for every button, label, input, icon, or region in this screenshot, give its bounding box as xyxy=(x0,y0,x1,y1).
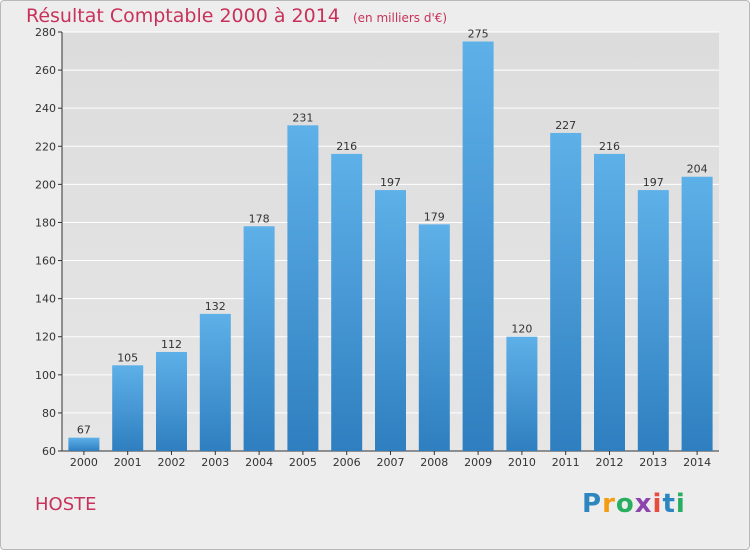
y-tick-label: 160 xyxy=(35,255,56,268)
x-tick-label: 2002 xyxy=(158,456,186,469)
title-row: Résultat Comptable 2000 à 2014 (en milli… xyxy=(26,5,447,27)
bar-value-label: 216 xyxy=(336,140,357,153)
x-tick-label: 2012 xyxy=(596,456,624,469)
y-tick-label: 220 xyxy=(35,140,56,153)
y-tick-label: 80 xyxy=(42,407,56,420)
bar xyxy=(287,125,319,451)
bar-value-label: 178 xyxy=(249,212,270,225)
x-tick-label: 2007 xyxy=(377,456,405,469)
x-tick-label: 2010 xyxy=(508,456,536,469)
y-tick-label: 120 xyxy=(35,331,56,344)
bar-value-label: 112 xyxy=(161,338,182,351)
y-tick-label: 140 xyxy=(35,293,56,306)
bar-value-label: 120 xyxy=(511,323,532,336)
bar xyxy=(199,313,231,451)
bar xyxy=(506,336,538,451)
bar-value-label: 216 xyxy=(599,140,620,153)
x-tick-label: 2008 xyxy=(420,456,448,469)
bar-value-label: 204 xyxy=(687,163,708,176)
x-tick-label: 2005 xyxy=(289,456,317,469)
x-tick-label: 2004 xyxy=(245,456,273,469)
x-tick-label: 2014 xyxy=(683,456,711,469)
y-tick-label: 240 xyxy=(35,102,56,115)
bar-value-label: 67 xyxy=(77,424,91,437)
y-tick-label: 100 xyxy=(35,369,56,382)
bar-value-label: 105 xyxy=(117,351,138,364)
y-tick-label: 260 xyxy=(35,64,56,77)
bar xyxy=(681,176,713,451)
y-tick-label: 60 xyxy=(42,445,56,458)
x-tick-label: 2001 xyxy=(114,456,142,469)
bar xyxy=(68,437,100,451)
bar xyxy=(375,190,406,451)
bar-value-label: 227 xyxy=(555,119,576,132)
y-tick-label: 180 xyxy=(35,216,56,229)
bar xyxy=(243,226,275,451)
bar xyxy=(156,351,187,451)
commune-name: HOSTE xyxy=(35,494,97,515)
bar xyxy=(418,224,450,451)
proxiti-logo: Proxiti xyxy=(582,489,686,519)
bar-value-label: 179 xyxy=(424,210,445,223)
bar xyxy=(594,153,625,451)
bar xyxy=(331,153,363,451)
y-tick-label: 200 xyxy=(35,178,56,191)
y-tick-label: 280 xyxy=(35,26,56,39)
bar-value-label: 197 xyxy=(643,176,664,189)
bar xyxy=(637,190,669,451)
x-tick-label: 2013 xyxy=(639,456,667,469)
bar xyxy=(550,132,582,451)
x-tick-label: 2003 xyxy=(201,456,229,469)
bar-value-label: 231 xyxy=(292,111,313,124)
bar-value-label: 197 xyxy=(380,176,401,189)
x-tick-label: 2009 xyxy=(464,456,492,469)
bar xyxy=(462,41,494,451)
bar-value-label: 275 xyxy=(468,28,489,41)
x-tick-label: 2006 xyxy=(333,456,361,469)
bar-value-label: 132 xyxy=(205,300,226,313)
x-tick-label: 2011 xyxy=(552,456,580,469)
chart-subtitle: (en milliers d'€) xyxy=(352,11,448,25)
x-tick-label: 2000 xyxy=(70,456,98,469)
bar xyxy=(112,365,144,451)
chart-title: Résultat Comptable 2000 à 2014 xyxy=(26,5,340,27)
